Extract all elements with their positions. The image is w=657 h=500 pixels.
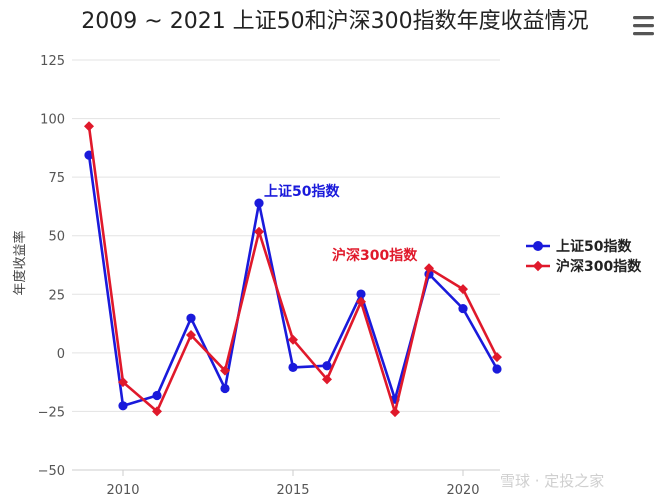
y-tick-label: 25 — [48, 288, 65, 303]
x-tick-label: 2020 — [446, 483, 479, 498]
x-tick-label: 2015 — [276, 483, 309, 498]
data-point[interactable] — [492, 364, 502, 374]
x-tick-labels: 2010 2015 2020 — [106, 470, 480, 498]
legend-marker — [532, 260, 544, 272]
data-point[interactable] — [356, 296, 366, 307]
data-point[interactable] — [288, 362, 298, 372]
grid — [72, 59, 500, 471]
y-tick-label: 125 — [40, 54, 65, 69]
data-point[interactable] — [424, 263, 434, 274]
series-hs300 — [84, 121, 502, 418]
y-axis-label: 年度收益率 — [12, 230, 28, 295]
data-point[interactable] — [118, 377, 128, 388]
data-point[interactable] — [390, 407, 400, 418]
hamburger-menu-icon[interactable] — [633, 16, 654, 36]
legend-marker — [533, 241, 543, 251]
series-annotation: 上证50指数 — [264, 183, 340, 200]
data-point[interactable] — [458, 303, 468, 314]
legend-label: 沪深300指数 — [556, 258, 642, 275]
y-tick-label: 50 — [48, 230, 65, 245]
series-annotation: 沪深300指数 — [332, 247, 418, 264]
y-tick-label: −50 — [38, 464, 65, 479]
legend-item[interactable]: 沪深300指数 — [526, 258, 642, 275]
y-tick-label: 100 — [40, 113, 65, 128]
y-tick-label: −25 — [38, 405, 65, 420]
series — [84, 121, 502, 418]
x-tick-label: 2010 — [106, 483, 139, 498]
data-point[interactable] — [186, 330, 196, 341]
data-point[interactable] — [356, 289, 366, 299]
data-point[interactable] — [322, 374, 332, 385]
data-point[interactable] — [254, 226, 264, 237]
data-point[interactable] — [152, 406, 162, 417]
y-tick-labels: 125 100 75 50 25 0 −25 −50 — [38, 54, 65, 479]
data-point[interactable] — [322, 361, 332, 371]
data-point[interactable] — [492, 352, 502, 363]
data-point[interactable] — [254, 198, 264, 208]
data-point[interactable] — [84, 121, 94, 132]
data-point[interactable] — [220, 383, 230, 394]
legend-item[interactable]: 上证50指数 — [526, 238, 632, 255]
data-point[interactable] — [288, 334, 298, 345]
data-point[interactable] — [118, 401, 128, 411]
data-point[interactable] — [186, 313, 196, 323]
y-tick-label: 75 — [48, 171, 65, 186]
data-point[interactable] — [220, 365, 230, 376]
y-tick-label: 0 — [57, 347, 65, 362]
watermark: 雪球 · 定投之家 — [500, 472, 604, 490]
data-point[interactable] — [152, 390, 162, 401]
legend-label: 上证50指数 — [556, 238, 632, 255]
chart-title: 2009 ~ 2021 上证50和沪深300指数年度收益情况 — [81, 9, 588, 34]
data-point[interactable] — [458, 284, 468, 295]
